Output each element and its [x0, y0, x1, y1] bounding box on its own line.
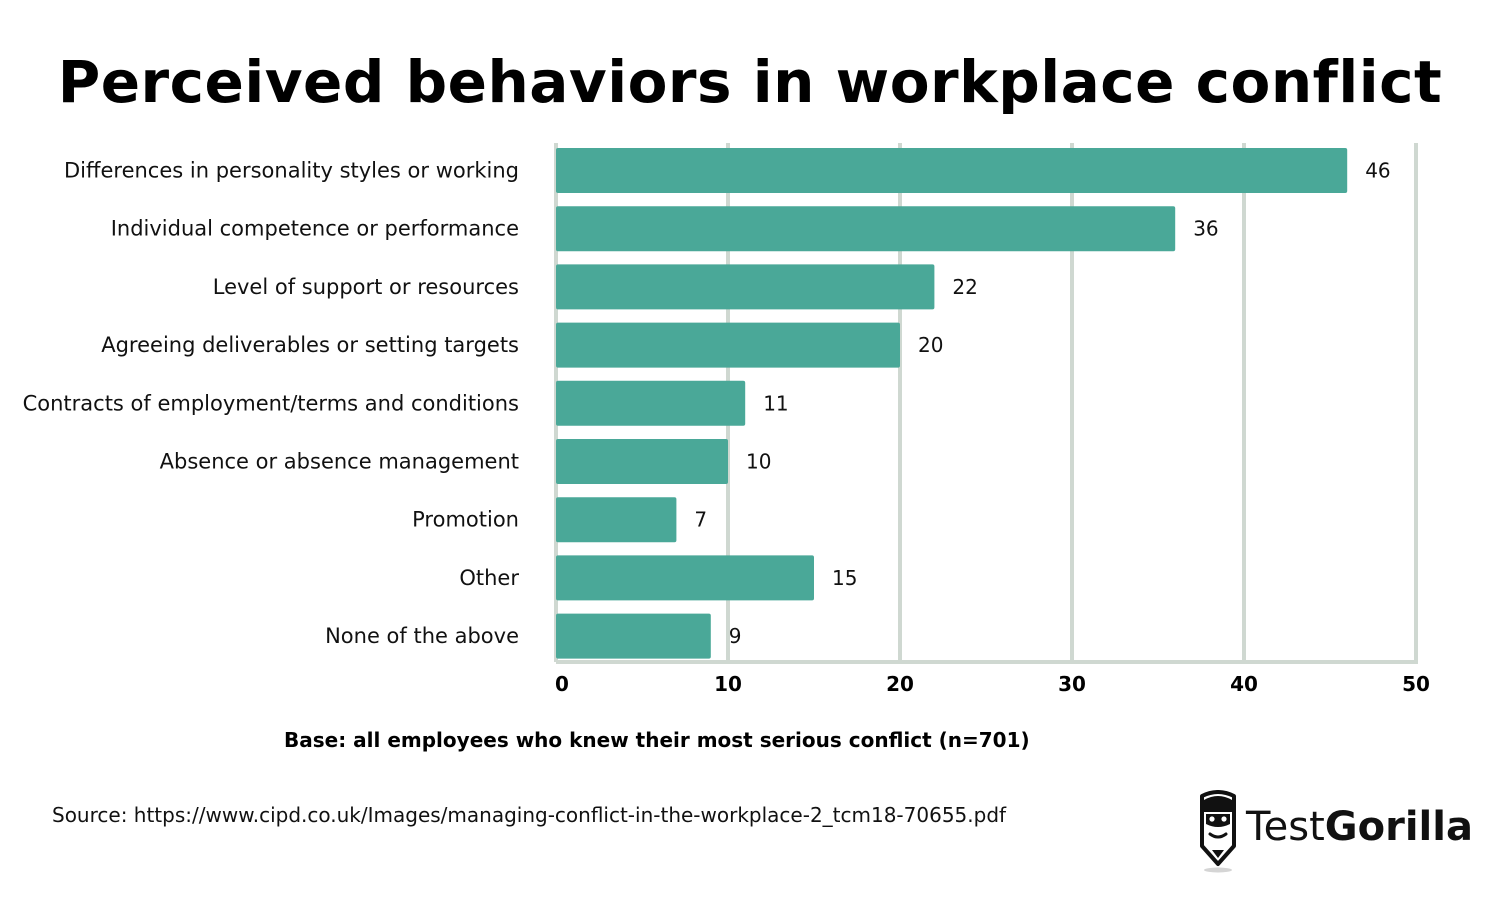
category-label-9: None of the above: [325, 624, 519, 648]
testgorilla-logo: TestGorilla: [1196, 790, 1476, 874]
chart-title: Perceived behaviors in workplace conflic…: [57, 48, 1443, 116]
value-label-9: 9: [729, 624, 742, 648]
x-tick-label-10: 10: [714, 672, 742, 696]
x-tick-label-20: 20: [886, 672, 914, 696]
value-label-5: 11: [763, 391, 788, 415]
category-label-8: Other: [459, 566, 519, 590]
bars: [556, 148, 1348, 659]
bar-4: [556, 322, 900, 368]
source-note: Source: https://www.cipd.co.uk/Images/ma…: [52, 803, 1007, 827]
x-tick-label-30: 30: [1058, 672, 1086, 696]
logo-text-bold: Gorilla: [1324, 804, 1473, 850]
category-label-7: Promotion: [412, 508, 519, 532]
category-label-3: Level of support or resources: [213, 275, 519, 299]
bar-1: [556, 148, 1348, 193]
category-label-2: Individual competence or performance: [111, 217, 519, 241]
x-tick-label-0: 0: [555, 672, 569, 696]
category-label-4: Agreeing deliverables or setting targets: [101, 333, 519, 357]
x-tick-label-50: 50: [1402, 672, 1430, 696]
value-label-6: 10: [746, 450, 771, 474]
value-labels: 46 36 22 20 11 10 7 15 9: [694, 159, 1390, 649]
value-label-4: 20: [918, 333, 943, 357]
category-label-1: Differences in personality styles or wor…: [64, 159, 519, 183]
bar-8: [556, 555, 814, 601]
bar-5: [556, 380, 746, 426]
bar-9: [556, 613, 711, 659]
value-label-1: 46: [1365, 159, 1390, 183]
value-label-3: 22: [952, 275, 977, 299]
base-note: Base: all employees who knew their most …: [284, 728, 1030, 752]
bar-2: [556, 206, 1176, 252]
value-label-2: 36: [1193, 217, 1218, 241]
logo-text: TestGorilla: [1246, 804, 1473, 850]
value-label-7: 7: [694, 508, 707, 532]
category-label-6: Absence or absence management: [160, 450, 519, 474]
bar-6: [556, 439, 728, 484]
value-label-8: 15: [832, 566, 857, 590]
x-axis-ticks: 0 10 20 30 40 50: [555, 672, 1430, 696]
category-label-5: Contracts of employment/terms and condit…: [23, 391, 519, 415]
x-tick-label-40: 40: [1230, 672, 1258, 696]
category-labels: Differences in personality styles or wor…: [23, 159, 520, 649]
bar-3: [556, 264, 935, 310]
logo-text-regular: Test: [1246, 804, 1325, 850]
gorilla-icon: [1200, 790, 1236, 873]
bar-7: [556, 497, 677, 543]
